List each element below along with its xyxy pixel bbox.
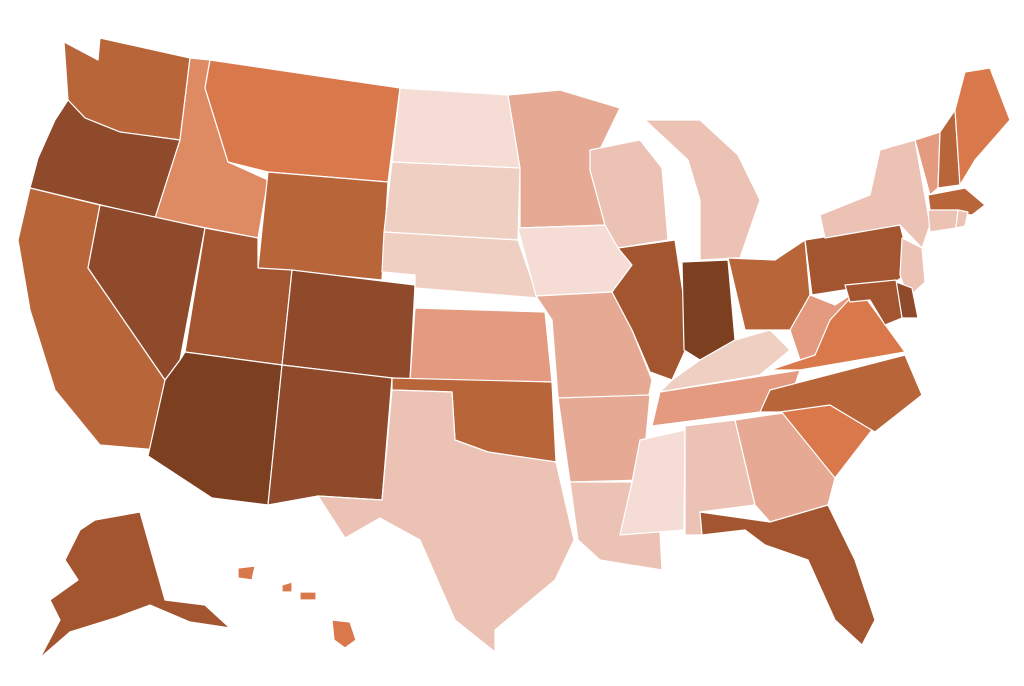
state-ME[interactable] (954, 67, 1011, 186)
state-WY[interactable] (257, 171, 389, 281)
state-NJ[interactable] (899, 237, 926, 299)
state-KS[interactable] (409, 307, 553, 383)
state-ND[interactable] (391, 87, 521, 169)
state-CO[interactable] (281, 269, 416, 381)
state-NM[interactable] (267, 364, 393, 506)
state-TX[interactable] (317, 389, 575, 653)
state-MT[interactable] (204, 59, 401, 183)
state-AZ[interactable] (147, 351, 283, 506)
state-AK[interactable] (39, 511, 231, 659)
state-HI[interactable] (237, 565, 357, 649)
state-FL[interactable] (699, 504, 876, 646)
state-IL[interactable] (611, 239, 691, 381)
state-SD[interactable] (383, 161, 521, 241)
states-layer (17, 37, 1011, 659)
state-MA[interactable] (927, 187, 986, 216)
state-WV[interactable] (789, 289, 859, 361)
state-NE[interactable] (381, 231, 539, 299)
state-CT[interactable] (927, 209, 959, 233)
state-NC[interactable] (759, 354, 923, 433)
state-MD[interactable] (844, 279, 903, 326)
state-MS[interactable] (619, 429, 686, 536)
state-RI[interactable] (955, 209, 969, 229)
